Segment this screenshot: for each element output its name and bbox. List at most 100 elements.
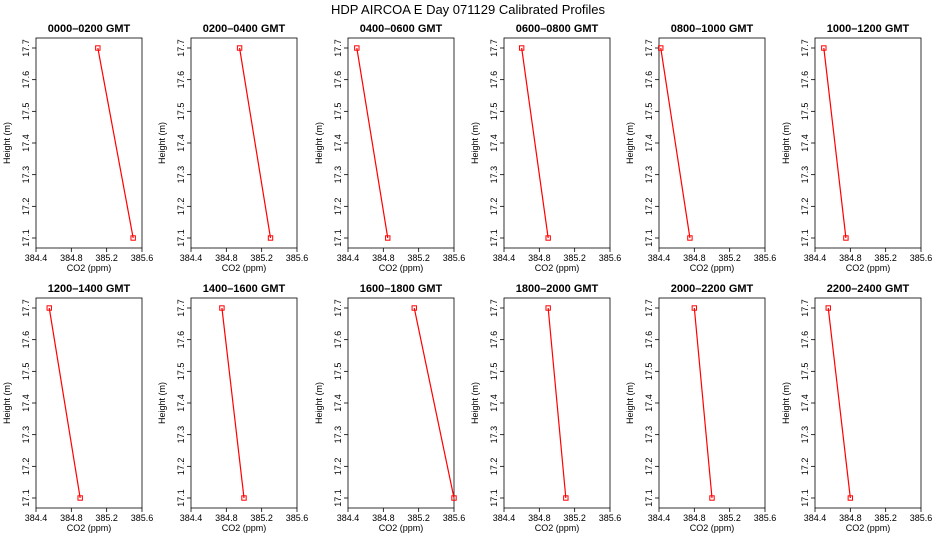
x-axis-label: CO2 (ppm): [379, 523, 424, 533]
x-tick-label: 384.8: [839, 253, 862, 263]
y-tick-label: 17.2: [333, 198, 343, 216]
y-tick-label: 17.3: [800, 166, 810, 184]
y-tick-label: 17.6: [333, 331, 343, 349]
y-tick-label: 17.7: [800, 39, 810, 57]
x-axis-label: CO2 (ppm): [67, 263, 112, 273]
profile-panel-0: 0000–0200 GMT 384.4 384.8 385.2 385.6 17.1 17.…: [2, 23, 153, 273]
panel-title: 0600–0800 GMT: [516, 23, 599, 35]
profile-line: [48, 307, 81, 499]
x-tick-label: 384.4: [337, 253, 360, 263]
x-tick-label: 385.2: [407, 513, 430, 523]
x-tick-label: 385.6: [754, 513, 777, 523]
data-point: [545, 305, 551, 311]
y-axis-label: Height (m): [625, 382, 635, 424]
y-tick-label: 17.6: [176, 71, 186, 89]
profile-panel-6: 1200–1400 GMT 384.4 384.8 385.2 385.6 17.1 17.…: [2, 283, 153, 533]
panel-title: 0800–1000 GMT: [671, 23, 754, 35]
profile-panel-1: 0200–0400 GMT 384.4 384.8 385.2 385.6 17.1 17.…: [157, 23, 308, 273]
y-tick-label: 17.2: [176, 458, 186, 476]
y-tick-label: 17.3: [333, 166, 343, 184]
x-tick-label: 385.6: [286, 513, 309, 523]
x-tick-label: 384.4: [648, 513, 671, 523]
y-tick-label: 17.5: [644, 363, 654, 381]
panel-title: 2200–2400 GMT: [827, 283, 910, 295]
y-tick-label: 17.2: [800, 198, 810, 216]
figure-title: HDP AIRCOA E Day 071129 Calibrated Profi…: [331, 2, 606, 17]
data-point: [691, 305, 698, 311]
y-tick-label: 17.7: [176, 39, 186, 57]
y-tick-label: 17.7: [21, 39, 31, 57]
profile-line: [97, 47, 134, 239]
plot-frame: [190, 297, 298, 509]
y-tick-label: 17.6: [489, 71, 499, 89]
x-tick-label: 385.2: [874, 253, 897, 263]
y-axis-label: Height (m): [314, 122, 324, 164]
x-tick-label: 385.6: [599, 253, 622, 263]
x-tick-label: 385.6: [443, 513, 466, 523]
x-axis-label: CO2 (ppm): [690, 263, 735, 273]
x-tick-label: 385.2: [718, 253, 741, 263]
y-tick-label: 17.1: [800, 489, 810, 507]
data-point: [843, 235, 849, 241]
profile-line: [693, 307, 713, 499]
panels-container: 0000–0200 GMT 384.4 384.8 385.2 385.6 17.1 17.…: [2, 23, 932, 533]
x-tick-label: 384.4: [648, 253, 671, 263]
x-tick-label: 384.4: [804, 513, 827, 523]
x-tick-label: 385.2: [563, 253, 586, 263]
profile-panel-11: 2200–2400 GMT 384.4 384.8 385.2 385.6 17.1 17.…: [781, 283, 932, 533]
data-point: [385, 235, 391, 241]
y-tick-label: 17.1: [644, 229, 654, 247]
data-point: [267, 235, 274, 241]
x-tick-label: 384.4: [180, 253, 203, 263]
data-point: [709, 495, 715, 501]
x-axis-label: CO2 (ppm): [379, 263, 424, 273]
x-tick-label: 385.6: [286, 253, 309, 263]
panel-title: 0000–0200 GMT: [48, 23, 131, 35]
x-tick-label: 385.2: [95, 253, 118, 263]
x-axis-label: CO2 (ppm): [222, 523, 267, 533]
y-tick-label: 17.6: [644, 71, 654, 89]
y-axis-label: Height (m): [470, 122, 480, 164]
y-tick-label: 17.2: [21, 458, 31, 476]
y-tick-label: 17.3: [333, 426, 343, 444]
y-tick-label: 17.5: [21, 103, 31, 121]
profile-panel-2: 0400–0600 GMT 384.4 384.8 385.2 385.6 17.1 17.…: [314, 23, 465, 273]
data-point: [658, 45, 664, 51]
panel-title: 1600–1800 GMT: [360, 283, 443, 295]
x-tick-label: 385.6: [910, 253, 933, 263]
y-tick-label: 17.4: [176, 134, 186, 152]
y-tick-label: 17.5: [800, 363, 810, 381]
x-tick-label: 384.4: [493, 253, 516, 263]
y-tick-label: 17.5: [489, 103, 499, 121]
y-tick-label: 17.4: [489, 134, 499, 152]
y-tick-label: 17.1: [489, 489, 499, 507]
profile-line: [823, 47, 847, 239]
x-tick-label: 384.8: [372, 253, 395, 263]
x-axis-label: CO2 (ppm): [67, 523, 112, 533]
y-tick-label: 17.1: [333, 229, 343, 247]
y-tick-label: 17.2: [644, 458, 654, 476]
y-tick-label: 17.3: [644, 166, 654, 184]
y-tick-label: 17.4: [644, 134, 654, 152]
plot-frame: [503, 37, 611, 249]
y-tick-label: 17.2: [644, 198, 654, 216]
y-axis-label: Height (m): [2, 382, 12, 424]
x-tick-label: 384.4: [804, 253, 827, 263]
x-tick-label: 385.2: [563, 513, 586, 523]
data-point: [563, 495, 569, 501]
data-point: [46, 305, 52, 311]
profile-line: [547, 307, 567, 499]
y-tick-label: 17.6: [489, 331, 499, 349]
y-tick-label: 17.5: [644, 103, 654, 121]
x-tick-label: 385.2: [874, 513, 897, 523]
y-tick-label: 17.3: [800, 426, 810, 444]
y-tick-label: 17.2: [333, 458, 343, 476]
x-tick-label: 385.6: [131, 513, 154, 523]
profile-panel-4: 0800–1000 GMT 384.4 384.8 385.2 385.6 17.1 17.…: [625, 23, 776, 273]
y-tick-label: 17.5: [176, 363, 186, 381]
x-tick-label: 384.4: [180, 513, 203, 523]
profile-panel-3: 0600–0800 GMT 384.4 384.8 385.2 385.6 17.1 17.…: [470, 23, 621, 273]
y-tick-label: 17.2: [489, 458, 499, 476]
y-tick-label: 17.1: [333, 489, 343, 507]
